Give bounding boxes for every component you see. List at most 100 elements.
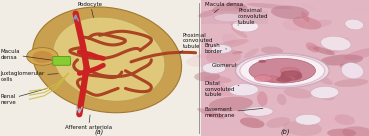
Ellipse shape: [53, 17, 165, 101]
Ellipse shape: [306, 42, 319, 53]
Ellipse shape: [309, 20, 332, 28]
Ellipse shape: [326, 44, 342, 53]
Ellipse shape: [301, 4, 317, 10]
Text: Macula densa: Macula densa: [205, 2, 243, 13]
Ellipse shape: [231, 22, 244, 29]
Ellipse shape: [244, 48, 259, 58]
FancyBboxPatch shape: [53, 56, 70, 65]
Circle shape: [282, 76, 296, 81]
Text: Podocyte: Podocyte: [78, 2, 103, 18]
Circle shape: [254, 75, 272, 82]
Text: (b): (b): [280, 128, 290, 135]
Ellipse shape: [211, 15, 235, 22]
Ellipse shape: [271, 6, 309, 19]
Ellipse shape: [224, 53, 243, 65]
Text: Distal
convoluted
tubule: Distal convoluted tubule: [205, 81, 239, 97]
Ellipse shape: [346, 7, 369, 13]
Ellipse shape: [235, 66, 263, 78]
Text: Afferent arteriola: Afferent arteriola: [65, 115, 112, 130]
Ellipse shape: [311, 86, 339, 99]
Bar: [201, 0, 369, 136]
Ellipse shape: [222, 33, 237, 44]
Ellipse shape: [232, 20, 258, 32]
Ellipse shape: [198, 10, 218, 17]
Ellipse shape: [196, 51, 239, 58]
Ellipse shape: [262, 76, 286, 86]
Text: Macula
densa: Macula densa: [1, 49, 52, 60]
Ellipse shape: [277, 94, 286, 105]
Bar: [201, 0, 369, 136]
Circle shape: [280, 72, 302, 81]
Circle shape: [235, 53, 329, 88]
Ellipse shape: [208, 81, 225, 90]
Ellipse shape: [301, 11, 310, 22]
Text: Brush
border: Brush border: [205, 43, 227, 54]
Ellipse shape: [284, 88, 312, 99]
Circle shape: [240, 55, 325, 86]
Ellipse shape: [267, 53, 291, 68]
Ellipse shape: [258, 54, 297, 69]
Ellipse shape: [211, 45, 232, 53]
Circle shape: [284, 72, 297, 76]
Ellipse shape: [32, 7, 182, 113]
Ellipse shape: [204, 76, 232, 83]
Text: Glomerulus: Glomerulus: [212, 63, 255, 68]
Ellipse shape: [194, 72, 220, 81]
Ellipse shape: [282, 19, 304, 31]
Ellipse shape: [335, 114, 355, 125]
Circle shape: [281, 71, 294, 76]
Ellipse shape: [259, 112, 273, 121]
Ellipse shape: [248, 78, 262, 84]
Ellipse shape: [197, 108, 225, 119]
Circle shape: [280, 67, 300, 75]
Ellipse shape: [339, 64, 351, 69]
Ellipse shape: [320, 54, 363, 66]
Ellipse shape: [206, 48, 241, 65]
Circle shape: [281, 71, 302, 79]
Ellipse shape: [214, 14, 244, 22]
Ellipse shape: [257, 91, 268, 106]
Circle shape: [260, 74, 267, 77]
Ellipse shape: [283, 120, 322, 136]
Ellipse shape: [202, 63, 226, 73]
Ellipse shape: [245, 112, 257, 116]
Text: Juxtaglomerular
cells: Juxtaglomerular cells: [1, 71, 58, 82]
FancyBboxPatch shape: [201, 11, 268, 24]
Ellipse shape: [27, 48, 58, 65]
Ellipse shape: [293, 16, 321, 30]
Ellipse shape: [313, 47, 335, 55]
Ellipse shape: [229, 84, 258, 96]
Ellipse shape: [321, 95, 335, 100]
Circle shape: [258, 60, 266, 63]
Ellipse shape: [307, 46, 320, 50]
Ellipse shape: [311, 114, 348, 125]
Ellipse shape: [244, 107, 273, 116]
Text: (a): (a): [94, 128, 104, 135]
Ellipse shape: [295, 114, 321, 125]
Circle shape: [277, 77, 292, 82]
Bar: [0, 0, 197, 136]
Ellipse shape: [208, 67, 229, 74]
Text: Basement
membrane: Basement membrane: [205, 107, 263, 118]
Ellipse shape: [345, 19, 364, 30]
Ellipse shape: [240, 117, 265, 128]
Ellipse shape: [266, 117, 290, 128]
Ellipse shape: [321, 36, 351, 51]
Ellipse shape: [209, 97, 253, 111]
Circle shape: [265, 76, 280, 82]
Ellipse shape: [289, 28, 305, 33]
Ellipse shape: [334, 79, 368, 87]
Ellipse shape: [327, 129, 356, 136]
Text: Renal
nerve: Renal nerve: [1, 89, 47, 105]
Text: Proximal
convoluted
tubule: Proximal convoluted tubule: [179, 33, 213, 53]
Ellipse shape: [261, 47, 283, 54]
Ellipse shape: [344, 48, 369, 60]
Ellipse shape: [232, 51, 242, 54]
Ellipse shape: [246, 3, 292, 9]
Ellipse shape: [231, 27, 247, 38]
Ellipse shape: [234, 5, 245, 9]
Ellipse shape: [212, 3, 247, 15]
Ellipse shape: [186, 53, 228, 67]
Ellipse shape: [317, 76, 333, 85]
Ellipse shape: [217, 39, 249, 48]
